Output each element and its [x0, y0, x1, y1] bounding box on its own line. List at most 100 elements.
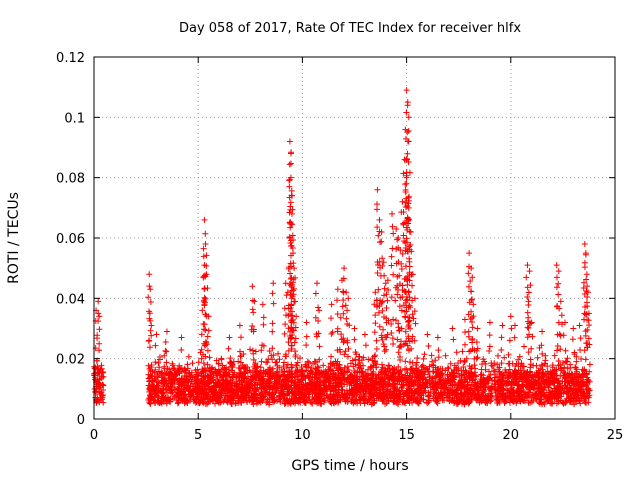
- data-point: [269, 290, 276, 297]
- data-point: [149, 377, 156, 384]
- data-point: [405, 138, 412, 145]
- data-point: [329, 361, 336, 368]
- data-point: [293, 362, 300, 369]
- data-point: [287, 150, 294, 157]
- data-point: [579, 391, 586, 398]
- data-point: [162, 347, 169, 354]
- data-point: [585, 322, 592, 329]
- data-point: [223, 383, 230, 390]
- data-point: [426, 397, 433, 404]
- data-point: [444, 364, 451, 371]
- data-point: [163, 359, 170, 366]
- data-point: [275, 350, 282, 357]
- y-tick-label: 0.12: [56, 51, 85, 66]
- data-point: [155, 359, 162, 366]
- data-point: [517, 371, 524, 378]
- data-point: [334, 347, 341, 354]
- data-point: [349, 394, 356, 401]
- data-point: [406, 277, 413, 284]
- data-point: [478, 392, 485, 399]
- data-point: [306, 389, 313, 396]
- data-point: [542, 392, 549, 399]
- data-point: [362, 342, 369, 349]
- data-point: [165, 375, 172, 382]
- data-point: [406, 228, 413, 235]
- data-point: [161, 363, 168, 370]
- data-point: [403, 276, 410, 283]
- data-point: [499, 322, 506, 329]
- data-point: [425, 369, 432, 376]
- data-point: [555, 393, 562, 400]
- data-point: [449, 325, 456, 332]
- data-point: [379, 361, 386, 368]
- data-point: [385, 398, 392, 405]
- data-point: [156, 356, 163, 363]
- data-point: [210, 379, 217, 386]
- data-point: [405, 197, 412, 204]
- data-point: [145, 362, 152, 369]
- data-point: [309, 368, 316, 375]
- data-point: [376, 386, 383, 393]
- data-point: [582, 356, 589, 363]
- data-point: [557, 361, 564, 368]
- data-point: [459, 390, 466, 397]
- data-point: [303, 333, 310, 340]
- data-point: [179, 368, 186, 375]
- data-point: [162, 378, 169, 385]
- data-point: [168, 370, 175, 377]
- data-point: [270, 394, 277, 401]
- data-point: [306, 359, 313, 366]
- data-point: [447, 387, 454, 394]
- data-point: [539, 350, 546, 357]
- data-points: [91, 87, 593, 408]
- data-point: [486, 343, 493, 350]
- data-point: [571, 351, 578, 358]
- data-point: [285, 305, 292, 312]
- data-point: [462, 329, 469, 336]
- data-point: [289, 327, 296, 334]
- data-point: [549, 389, 556, 396]
- data-point: [398, 325, 405, 332]
- data-point: [340, 275, 347, 282]
- data-point: [227, 382, 234, 389]
- data-point: [488, 397, 495, 404]
- data-point: [241, 386, 248, 393]
- data-point: [436, 372, 443, 379]
- data-point: [506, 395, 513, 402]
- data-point: [204, 347, 211, 354]
- data-point: [336, 374, 343, 381]
- data-point: [506, 366, 513, 373]
- data-point: [388, 330, 395, 337]
- data-point: [406, 359, 413, 366]
- data-point: [462, 376, 469, 383]
- data-point: [343, 315, 350, 322]
- data-point: [371, 390, 378, 397]
- data-point: [511, 322, 518, 329]
- data-point: [481, 377, 488, 384]
- data-point: [432, 357, 439, 364]
- data-point: [258, 369, 265, 376]
- data-point: [244, 379, 251, 386]
- data-point: [506, 337, 513, 344]
- data-point: [302, 400, 309, 407]
- data-point: [333, 297, 340, 304]
- data-point: [180, 385, 187, 392]
- data-point: [498, 360, 505, 367]
- data-point: [309, 400, 316, 407]
- data-point: [360, 362, 367, 369]
- data-point: [334, 325, 341, 332]
- data-point: [259, 342, 266, 349]
- data-point: [241, 369, 248, 376]
- data-point: [379, 262, 386, 269]
- data-point: [292, 324, 299, 331]
- data-point: [94, 332, 101, 339]
- data-point: [583, 271, 590, 278]
- data-point: [530, 397, 537, 404]
- data-point: [195, 372, 202, 379]
- data-point: [405, 204, 412, 211]
- data-point: [200, 321, 207, 328]
- data-point: [582, 311, 589, 318]
- data-point: [282, 375, 289, 382]
- data-point: [351, 325, 358, 332]
